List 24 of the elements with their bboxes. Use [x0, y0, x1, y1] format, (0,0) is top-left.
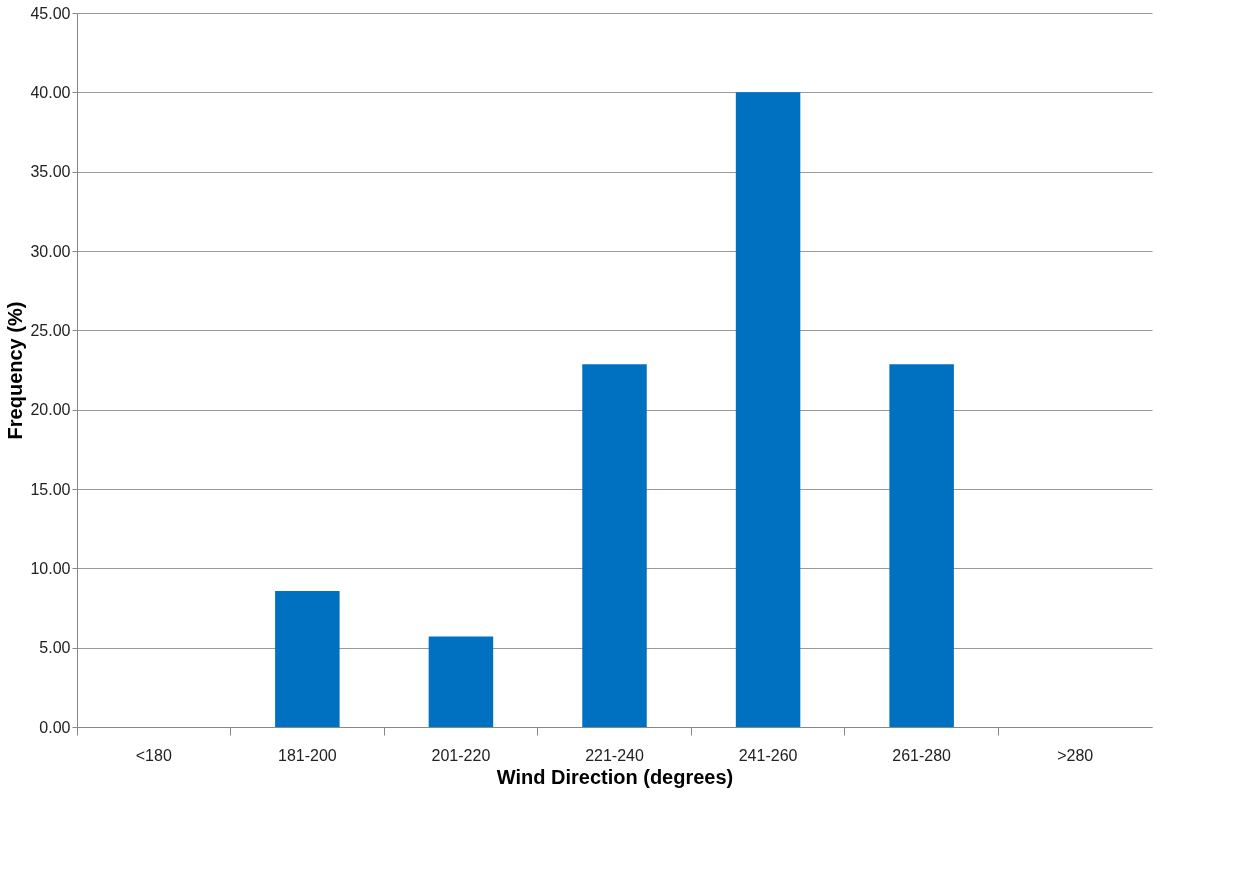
x-tick-label: <180	[135, 746, 172, 764]
x-tick-label: >280	[1057, 746, 1094, 764]
y-tick-label: 40.00	[30, 83, 71, 101]
x-tick-label: 221-240	[585, 746, 644, 764]
x-axis-title: Wind Direction (degrees)	[496, 765, 734, 788]
y-tick-label: 15.00	[30, 480, 71, 498]
y-tick-label: 45.00	[30, 4, 71, 22]
bar	[275, 591, 340, 727]
y-tick-label: 5.00	[39, 639, 71, 657]
y-tick-label: 35.00	[30, 163, 71, 181]
y-tick-label: 30.00	[30, 242, 71, 260]
y-tick-label: 0.00	[39, 718, 71, 736]
x-tick-label: 181-200	[278, 746, 337, 764]
bar	[889, 364, 954, 727]
bar	[735, 92, 801, 727]
y-tick-label: 10.00	[30, 559, 71, 577]
y-tick-label: 25.00	[30, 321, 71, 339]
x-tick-label: 241-260	[738, 746, 798, 764]
x-tick-label: 261-280	[892, 746, 952, 764]
bar	[428, 636, 494, 727]
bar	[582, 364, 647, 727]
x-tick-label: 201-220	[431, 746, 491, 764]
y-axis-title: Frequency (%)	[4, 301, 27, 440]
y-tick-label: 20.00	[30, 401, 71, 419]
